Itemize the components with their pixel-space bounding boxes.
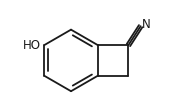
Text: N: N (141, 18, 150, 31)
Text: HO: HO (23, 38, 41, 52)
